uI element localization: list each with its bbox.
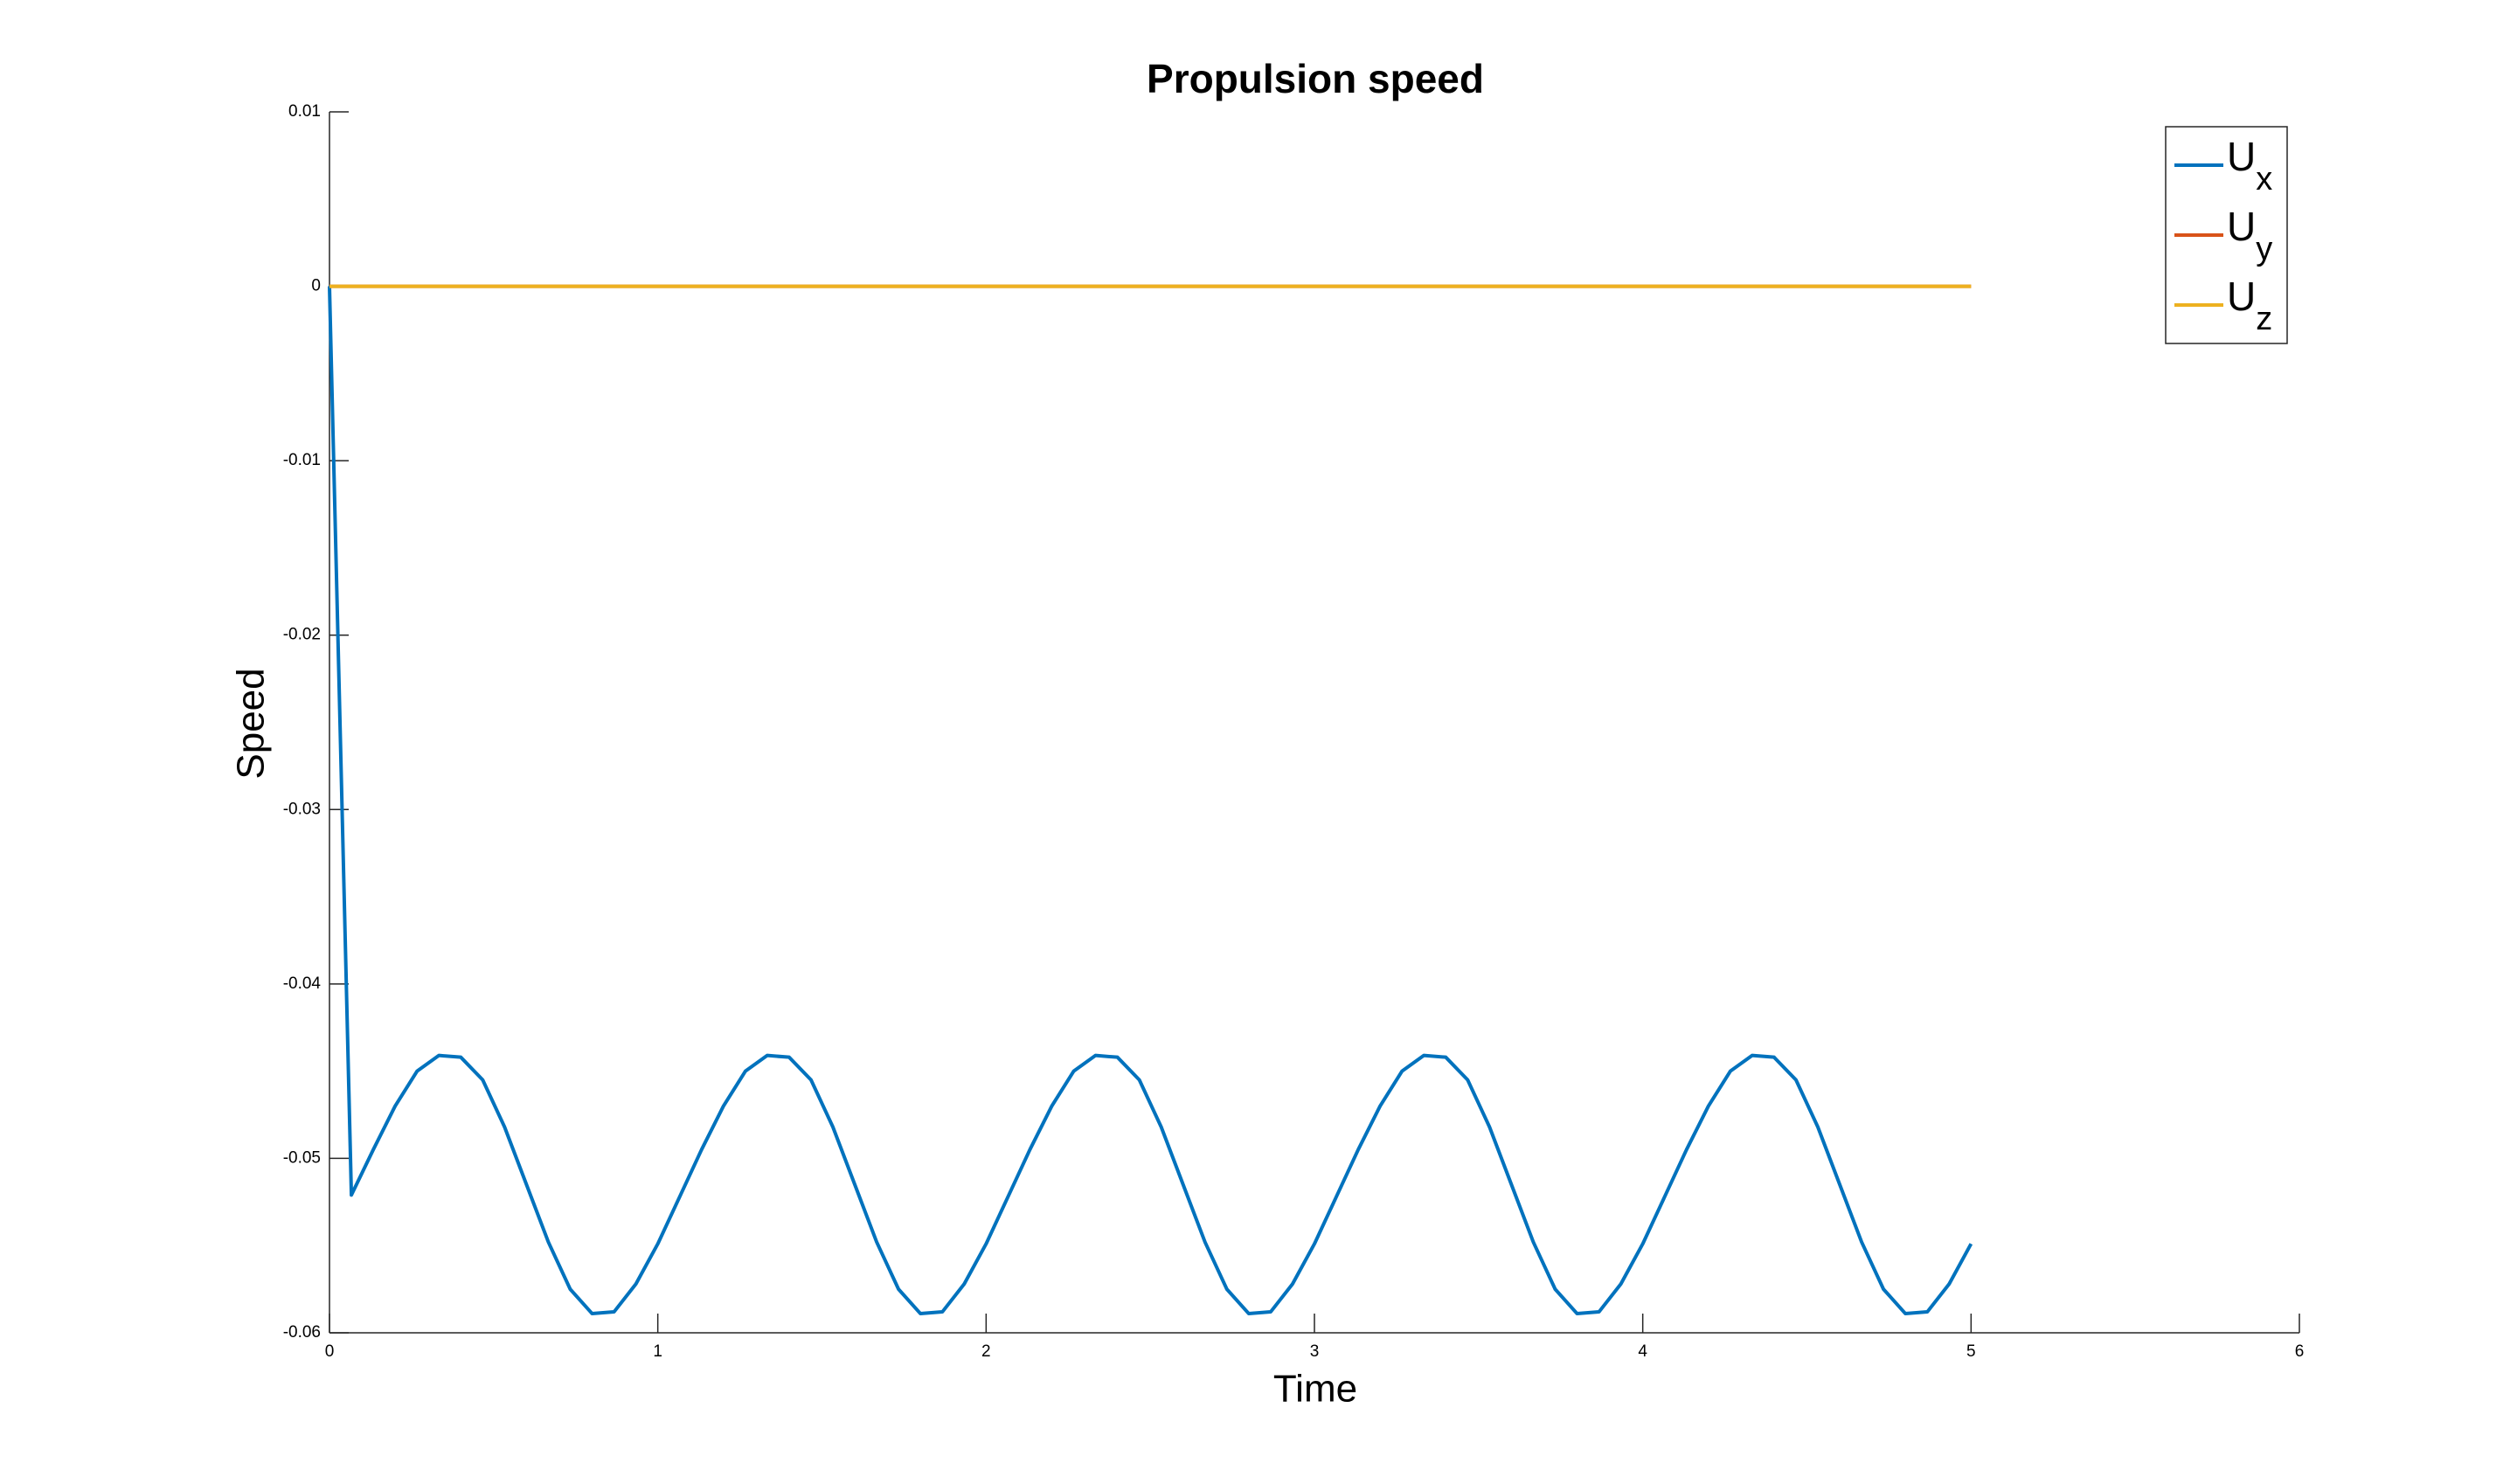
legend-label-sub: z [2256,301,2272,337]
x-tick-label: 3 [1310,1342,1320,1361]
y-tick-label: -0.05 [283,1148,321,1167]
y-axis-label: Speed [230,668,273,779]
legend-label-main: U [2227,274,2256,319]
x-axis-label: Time [1273,1368,1357,1411]
legend-label-sub: y [2256,231,2272,267]
legend-label: Uy [2227,204,2272,267]
legend-label-main: U [2227,204,2256,249]
legend-label: Uz [2227,274,2272,337]
y-tick-label: -0.01 [283,451,321,469]
y-tick-label: -0.03 [283,800,321,818]
y-tick-label: -0.04 [283,974,322,993]
legend-label: Ux [2227,134,2272,198]
y-tick-label: -0.02 [283,626,321,644]
chart-title: Propulsion speed [1147,56,1484,101]
y-tick-label: 0.01 [288,102,321,121]
x-tick-label: 2 [981,1342,991,1361]
x-tick-label: 0 [325,1342,335,1361]
series-line [328,286,1973,1316]
legend-label-sub: x [2256,161,2272,198]
y-tick-label: 0 [311,277,321,295]
x-tick-label: 1 [653,1342,662,1361]
x-tick-label: 5 [1966,1342,1976,1361]
y-tick-label: -0.06 [283,1323,321,1342]
legend-label-main: U [2227,134,2256,179]
x-tick-label: 4 [1638,1342,1647,1361]
x-tick-label: 6 [2295,1342,2305,1361]
